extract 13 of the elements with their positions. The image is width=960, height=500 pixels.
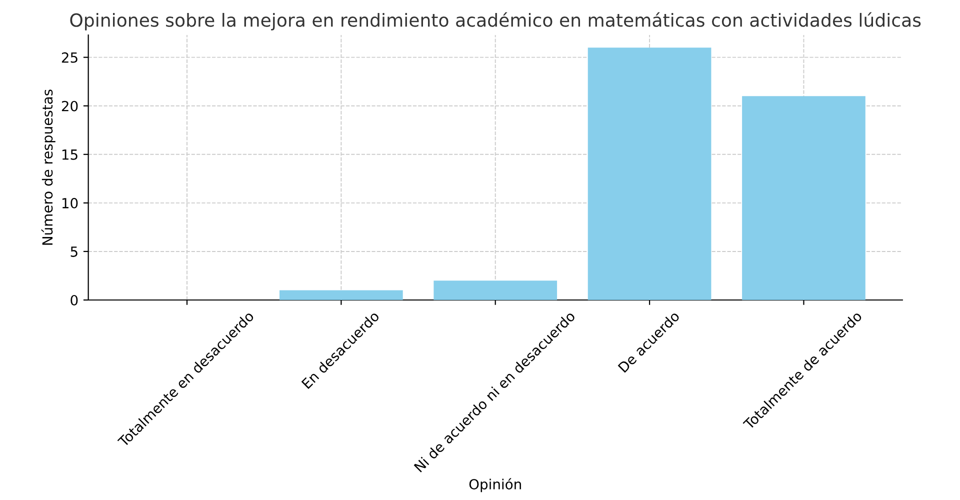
y-axis-title: Número de respuestas [41,90,56,245]
bar [588,48,712,300]
y-tick-label: 5 [70,246,78,257]
chart-title: Opiniones sobre la mejora en rendimiento académico en matemáticas con actividades lúdicas [70,12,921,30]
bar [434,280,558,300]
x-axis-title: Opinión [469,478,521,492]
y-tick-label: 20 [62,100,78,112]
y-tick-label: 15 [62,150,78,160]
y-tick-label: 0 [70,294,78,306]
bar [280,290,403,300]
y-tick-label: 25 [62,52,78,63]
bar [742,96,866,300]
y-tick-label: 10 [62,198,78,208]
